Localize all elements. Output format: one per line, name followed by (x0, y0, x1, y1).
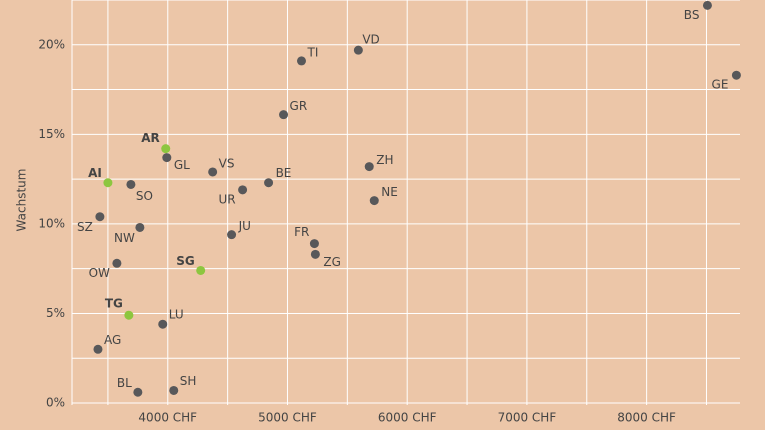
point (279, 110, 289, 120)
point-label: NW (114, 231, 135, 245)
point (112, 258, 122, 268)
point-label: TG (105, 297, 123, 311)
point-label: FR (294, 225, 309, 239)
y-tick-label: 0% (46, 396, 65, 410)
point-label: ZG (323, 255, 341, 269)
point (124, 310, 134, 320)
point-label: TI (306, 45, 318, 59)
point-label: BS (684, 8, 700, 22)
point (309, 239, 319, 249)
point-label: AI (88, 166, 102, 180)
point (135, 222, 145, 232)
point (95, 212, 105, 222)
point (126, 179, 136, 189)
point (161, 144, 171, 154)
point-label: GE (712, 78, 729, 92)
point (364, 162, 374, 172)
point-label: SG (176, 254, 195, 268)
point-label: VD (362, 33, 379, 47)
y-axis-title: Wachstum (15, 169, 29, 232)
point (103, 178, 113, 188)
point-label: UR (218, 192, 235, 206)
y-tick-label: 20% (38, 37, 65, 51)
point (353, 45, 363, 55)
point-label: GR (290, 99, 308, 113)
point (310, 249, 320, 259)
point-label: VS (219, 156, 235, 170)
point (133, 387, 143, 397)
point (227, 230, 237, 240)
point-label: AR (141, 131, 160, 145)
point-label: JU (238, 219, 251, 233)
point (169, 385, 179, 395)
point-label: SO (136, 189, 153, 203)
point (93, 344, 103, 354)
point-label: OW (89, 266, 110, 280)
point-label: BE (276, 166, 292, 180)
x-tick-label: 8000 CHF (617, 411, 676, 425)
point (369, 196, 379, 206)
x-tick-label: 5000 CHF (258, 411, 317, 425)
point (238, 185, 248, 195)
point (208, 167, 218, 177)
y-tick-label: 10% (38, 216, 65, 230)
point-label: LU (169, 308, 184, 322)
point-label: BL (117, 376, 132, 390)
point (296, 56, 306, 66)
point-label: NE (381, 185, 398, 199)
point-label: GL (174, 158, 190, 172)
x-tick-label: 7000 CHF (498, 411, 557, 425)
point (264, 178, 274, 188)
point (702, 0, 712, 10)
x-tick-label: 6000 CHF (378, 411, 437, 425)
point (731, 70, 741, 80)
point-label: AG (104, 333, 121, 347)
y-tick-label: 15% (38, 127, 65, 141)
point (162, 153, 172, 163)
point (158, 319, 168, 329)
x-tick-label: 4000 CHF (138, 411, 197, 425)
y-tick-label: 5% (46, 306, 65, 320)
point-label: ZH (376, 153, 393, 167)
point (196, 265, 206, 275)
point-label: SZ (77, 220, 93, 234)
point-label: SH (180, 374, 197, 388)
